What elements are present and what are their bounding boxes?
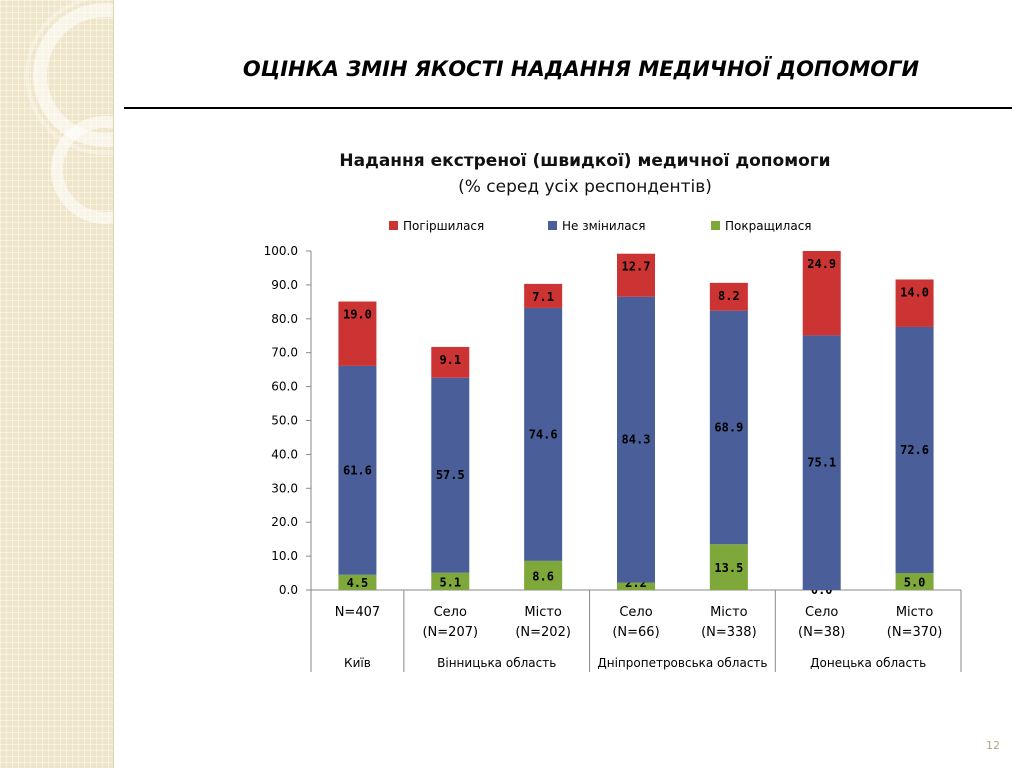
category-label: (N=338) xyxy=(701,625,757,640)
y-tick-label: 50.0 xyxy=(271,414,298,428)
bar-segment xyxy=(709,282,748,311)
data-label: 9.1 xyxy=(439,353,461,367)
data-label: 12.7 xyxy=(622,260,651,274)
bar-segment xyxy=(895,279,934,327)
bar-segment xyxy=(895,326,934,574)
data-label: 57.5 xyxy=(436,468,465,482)
bar-segment xyxy=(431,346,470,378)
y-tick-label: 90.0 xyxy=(271,278,298,292)
data-label: 24.9 xyxy=(807,257,836,271)
y-tick-label: 10.0 xyxy=(271,549,298,563)
bar-segment xyxy=(895,573,934,590)
category-label: (N=207) xyxy=(422,625,478,640)
legend-swatch xyxy=(548,221,557,230)
y-tick-label: 70.0 xyxy=(271,346,298,360)
chart-subtitle: (% серед усіх респондентів) xyxy=(458,177,712,197)
data-label: 68.9 xyxy=(714,420,743,434)
category-label: Село xyxy=(805,605,838,620)
slide-title: ОЦІНКА ЗМІН ЯКОСТІ НАДАННЯ МЕДИЧНОЇ ДОПО… xyxy=(242,57,920,81)
bar-segment xyxy=(617,253,655,297)
data-label: 74.6 xyxy=(529,427,558,441)
bar-segment xyxy=(802,251,841,336)
data-label: 5.0 xyxy=(904,576,926,590)
category-label: (N=202) xyxy=(515,625,571,640)
y-tick-label: 40.0 xyxy=(271,447,298,461)
category-label: Село xyxy=(619,605,652,620)
bar-segment xyxy=(709,310,748,545)
data-label: 14.0 xyxy=(900,285,929,299)
y-tick-label: 20.0 xyxy=(271,515,298,529)
data-label: 61.6 xyxy=(343,463,372,477)
data-label: 4.5 xyxy=(347,576,369,590)
legend-label: Погіршилася xyxy=(403,219,484,233)
category-label: (N=370) xyxy=(887,625,943,640)
category-label: Село xyxy=(434,605,467,620)
legend-label: Покращилася xyxy=(725,219,812,233)
bar-segment xyxy=(338,301,377,366)
category-label: (N=66) xyxy=(612,625,659,640)
bar-segment xyxy=(802,335,841,590)
bar-segment xyxy=(617,296,655,583)
bar-segment xyxy=(709,544,748,590)
data-label: 8.6 xyxy=(532,569,554,583)
bar-segment xyxy=(431,572,470,590)
bar-segment xyxy=(338,365,377,575)
category-label: Місто xyxy=(896,605,934,620)
group-label: Донецька область xyxy=(810,656,926,670)
data-label: 72.6 xyxy=(900,443,929,457)
data-label: 13.5 xyxy=(714,561,743,575)
data-label: 75.1 xyxy=(807,456,836,470)
group-label: Дніпропетровська область xyxy=(597,656,767,670)
category-label: N=407 xyxy=(335,605,380,620)
legend-swatch xyxy=(711,221,720,230)
bar-segment xyxy=(524,307,563,561)
chart-title: Надання екстреної (швидкої) медичної доп… xyxy=(339,151,831,171)
legend-swatch xyxy=(389,221,398,230)
data-label: 8.2 xyxy=(718,289,740,303)
category-label: Місто xyxy=(710,605,748,620)
y-tick-label: 30.0 xyxy=(271,481,298,495)
category-label: Місто xyxy=(524,605,562,620)
y-tick-label: 80.0 xyxy=(271,312,298,326)
category-label: (N=38) xyxy=(798,625,845,640)
group-label: Вінницька область xyxy=(437,656,556,670)
bar-segment xyxy=(338,574,377,590)
page-number: 12 xyxy=(986,739,1000,752)
legend-label: Не змінилася xyxy=(562,219,645,233)
bar-segment xyxy=(524,560,563,590)
decorative-rings xyxy=(25,0,113,224)
y-tick-label: 60.0 xyxy=(271,380,298,394)
data-label: 7.1 xyxy=(532,290,554,304)
y-tick-label: 0.0 xyxy=(279,583,298,597)
title-divider xyxy=(124,107,1012,109)
y-tick-label: 100.0 xyxy=(264,244,298,258)
bar-segment xyxy=(431,377,470,573)
data-label: 84.3 xyxy=(622,433,651,447)
data-label: 5.1 xyxy=(439,575,461,589)
data-label: 19.0 xyxy=(343,308,372,322)
bar-segment xyxy=(524,283,563,308)
bar-segment xyxy=(617,582,655,590)
group-label: Київ xyxy=(344,656,371,670)
